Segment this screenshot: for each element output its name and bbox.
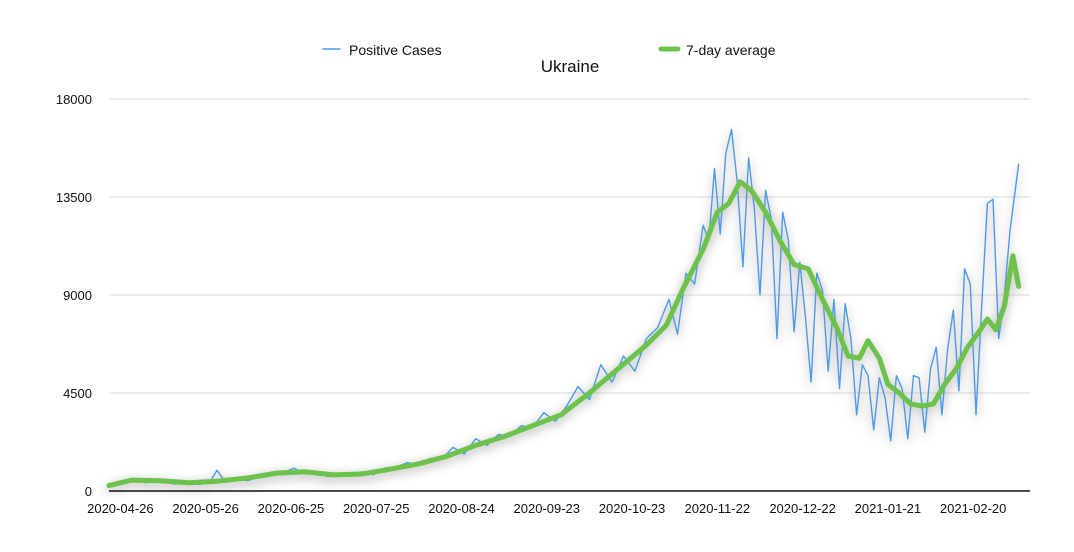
series-line-7-day-average (106, 179, 1022, 489)
legend: Positive Cases 7-day average (322, 42, 776, 58)
series-lines (106, 128, 1022, 489)
y-axis-tick-labels: 0 4500 9000 13500 18000 (56, 92, 92, 499)
x-tick-label: 2020-04-26 (87, 501, 154, 516)
y-tick-label: 4500 (63, 386, 92, 401)
x-tick-label: 2020-12-22 (769, 501, 836, 516)
x-axis-tick-labels: 2020-04-26 2020-05-26 2020-06-25 2020-07-25… (87, 501, 1006, 516)
legend-label-positive-cases: Positive Cases (349, 42, 442, 58)
y-tick-label: 0 (85, 484, 92, 499)
x-tick-label: 2021-01-21 (855, 501, 922, 516)
series-line-positive-cases (108, 128, 1020, 487)
y-tick-label: 9000 (63, 288, 92, 303)
gridlines (109, 98, 1030, 394)
x-tick-label: 2020-09-23 (514, 501, 581, 516)
y-tick-label: 13500 (56, 190, 92, 205)
x-tick-label: 2021-02-20 (940, 501, 1007, 516)
series-shadow-positive-cases (107, 130, 1021, 491)
x-tick-label: 2020-11-22 (685, 501, 751, 516)
x-tick-label: 2020-06-25 (258, 501, 325, 516)
chart-title: Ukraine (541, 57, 600, 76)
line-shadows (105, 130, 1023, 493)
x-tick-label: 2020-10-23 (599, 501, 666, 516)
y-tick-label: 18000 (56, 92, 92, 107)
x-tick-label: 2020-05-26 (172, 501, 239, 516)
series-shadow-7-day-average (105, 181, 1023, 493)
x-tick-label: 2020-08-24 (428, 501, 495, 516)
legend-label-7-day-average: 7-day average (686, 42, 776, 58)
x-tick-label: 2020-07-25 (343, 501, 410, 516)
